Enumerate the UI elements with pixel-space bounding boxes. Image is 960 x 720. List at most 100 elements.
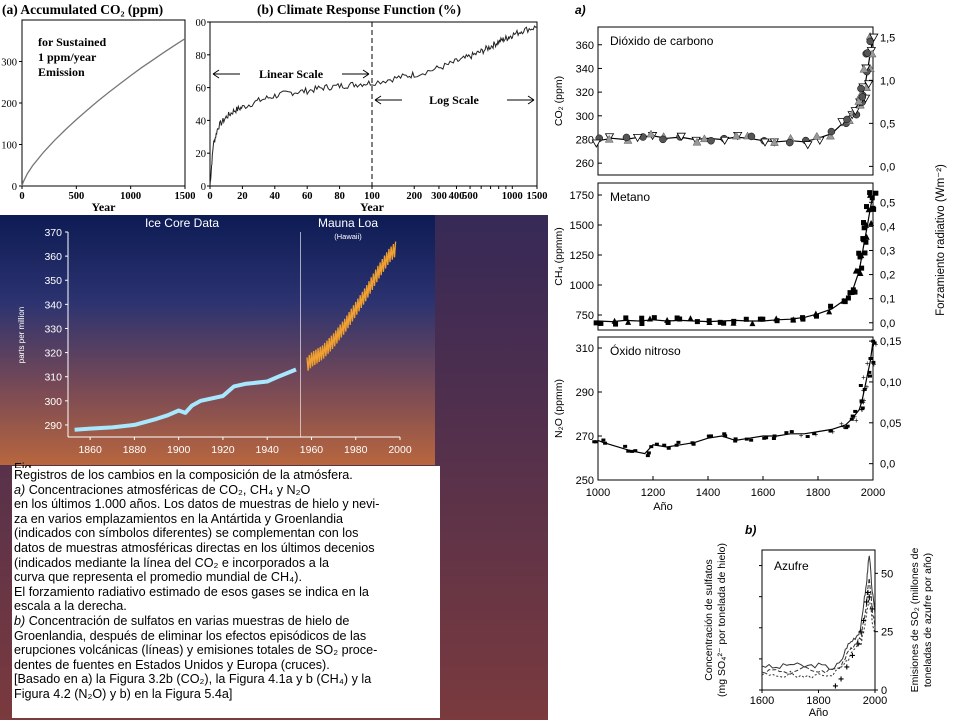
data-point [691, 442, 696, 446]
data-point [789, 430, 794, 434]
data-point [593, 320, 599, 326]
x-tick-label: 1800 [806, 695, 830, 707]
caption-line-text: datos de muestras atmosféricas directas … [14, 540, 375, 555]
data-point [868, 357, 873, 361]
x-tick-label: 1000 [502, 191, 523, 202]
y-tick-label: 300 [576, 111, 594, 123]
data-point [676, 132, 686, 142]
x-tick-label: 1600 [750, 695, 774, 707]
data-point [854, 97, 864, 105]
data-point [859, 399, 864, 403]
y-tick-label: 310 [576, 343, 594, 355]
caption-line-text: [Basado en a) la Figura 3.2b (CO₂), la F… [14, 672, 372, 687]
sulphate-chart: b) Azufre 1600 1800 2000 Año 0 25 50 Concentració… [703, 523, 934, 719]
climate-response-chart: (b) Climate Response Function (%) 0 20 40 60… [195, 2, 548, 214]
y2-tick-label: 0,5 [880, 197, 895, 209]
data-point [645, 454, 650, 458]
data-point [867, 370, 872, 374]
data-point: + [865, 382, 870, 391]
caption-line: b) Concentración de sulfatos en varias m… [14, 614, 438, 629]
y-tick-label: 0 [12, 182, 17, 193]
caption-title: Registros de los cambios en la composici… [14, 468, 353, 482]
x-tick-label: 500 [68, 191, 84, 202]
data-point [591, 139, 602, 148]
data-point [800, 315, 806, 321]
caption-line: El forzamiento radiativo estimado de eso… [14, 585, 438, 600]
y-tick-label: 330 [44, 323, 62, 335]
y2-axis-label: toneladas de azufre por año) [922, 553, 934, 687]
caption-line: dentes de fuentes en Estados Unidos y Eu… [14, 658, 438, 673]
x-tick-label: 1920 [211, 444, 235, 456]
annotation-text: for Sustained [38, 35, 106, 49]
y-tick-label: 100 [195, 18, 206, 29]
caption-line: Figura 4.2 (N₂O) y b) en la Figura 5.4a] [14, 687, 438, 702]
so2-emission-point: + [869, 604, 875, 615]
data-point [871, 339, 876, 343]
data-point [654, 442, 659, 446]
data-point [786, 138, 794, 147]
y-axis-label: (mg SO₄²⁻ por tonelada de hielo) [716, 543, 728, 697]
panel-label-b: b) [745, 523, 756, 537]
x-tick-label: 1860 [78, 444, 102, 456]
plot-frame [597, 26, 874, 176]
sulphate-line [761, 555, 876, 671]
x-tick-label: 1980 [344, 444, 368, 456]
sulphate-line [761, 577, 876, 675]
x-tick-label: 1500 [527, 191, 548, 202]
top-left-figure-area [0, 0, 548, 215]
data-point [665, 319, 671, 325]
data-point: + [852, 412, 857, 421]
data-point: + [830, 427, 835, 436]
data-point [749, 438, 754, 442]
data-point [855, 268, 861, 274]
x-axis-label: Año [809, 707, 829, 719]
data-point [803, 141, 813, 150]
y-tick-label: 310 [44, 372, 62, 384]
x-axis-label: Year [360, 200, 385, 214]
data-point [850, 414, 855, 418]
caption-line: [Basado en a) la Figura 3.2b (CO₂), la F… [14, 672, 438, 687]
data-point [812, 432, 817, 436]
caption-line-text: dentes de fuentes en Estados Unidos y Eu… [14, 657, 330, 672]
data-point [858, 383, 863, 387]
data-point [717, 319, 723, 325]
data-point [744, 437, 749, 441]
x-tick-label: 1880 [123, 444, 147, 456]
data-point [601, 438, 606, 442]
ice-core-panel-background [0, 215, 435, 465]
so2-emission-point: + [849, 651, 855, 662]
data-point [857, 269, 864, 276]
data-point [603, 441, 608, 445]
y2-axis-label: Forzamiento radiativo (Wm⁻²) [935, 164, 947, 316]
x-tick-label: 2000 [861, 487, 885, 499]
y-tick-label: 1500 [570, 220, 594, 232]
data-point [852, 289, 858, 295]
data-point [662, 443, 667, 447]
data-point [790, 317, 796, 323]
data-point [762, 436, 767, 440]
data-point [706, 434, 711, 438]
data-point [649, 445, 654, 449]
data-point [863, 80, 874, 89]
y2-tick-label: 0,2 [880, 270, 895, 282]
y2-tick-label: 0,0 [880, 318, 895, 330]
data-point [760, 316, 766, 322]
so2-emission-point: + [861, 616, 867, 627]
data-point [613, 321, 619, 327]
y-tick-label: 340 [576, 63, 594, 75]
y-axis-label: CO₂ (ppm) [553, 76, 565, 126]
chart-title-left: Ice Core Data [145, 216, 219, 230]
caption-line: Groenlandia, después de eliminar los efe… [14, 629, 438, 644]
data-point [709, 434, 714, 438]
y-axis-label: Concentración de sulfatos [703, 559, 715, 680]
x-tick-label: 1800 [806, 487, 830, 499]
y-tick-label: 270 [576, 431, 594, 443]
x-tick-label: 2000 [863, 695, 887, 707]
data-point [859, 64, 869, 73]
data-point [871, 360, 876, 364]
caption-line-text: Figura 4.2 (N₂O) y b) en la Figura 5.4a] [14, 686, 233, 701]
y-tick-label: 300 [44, 396, 62, 408]
figure-caption: Fig Registros de los cambios en la compo… [12, 461, 440, 718]
data-point [743, 316, 749, 322]
y-axis-label: parts per million [17, 307, 26, 363]
